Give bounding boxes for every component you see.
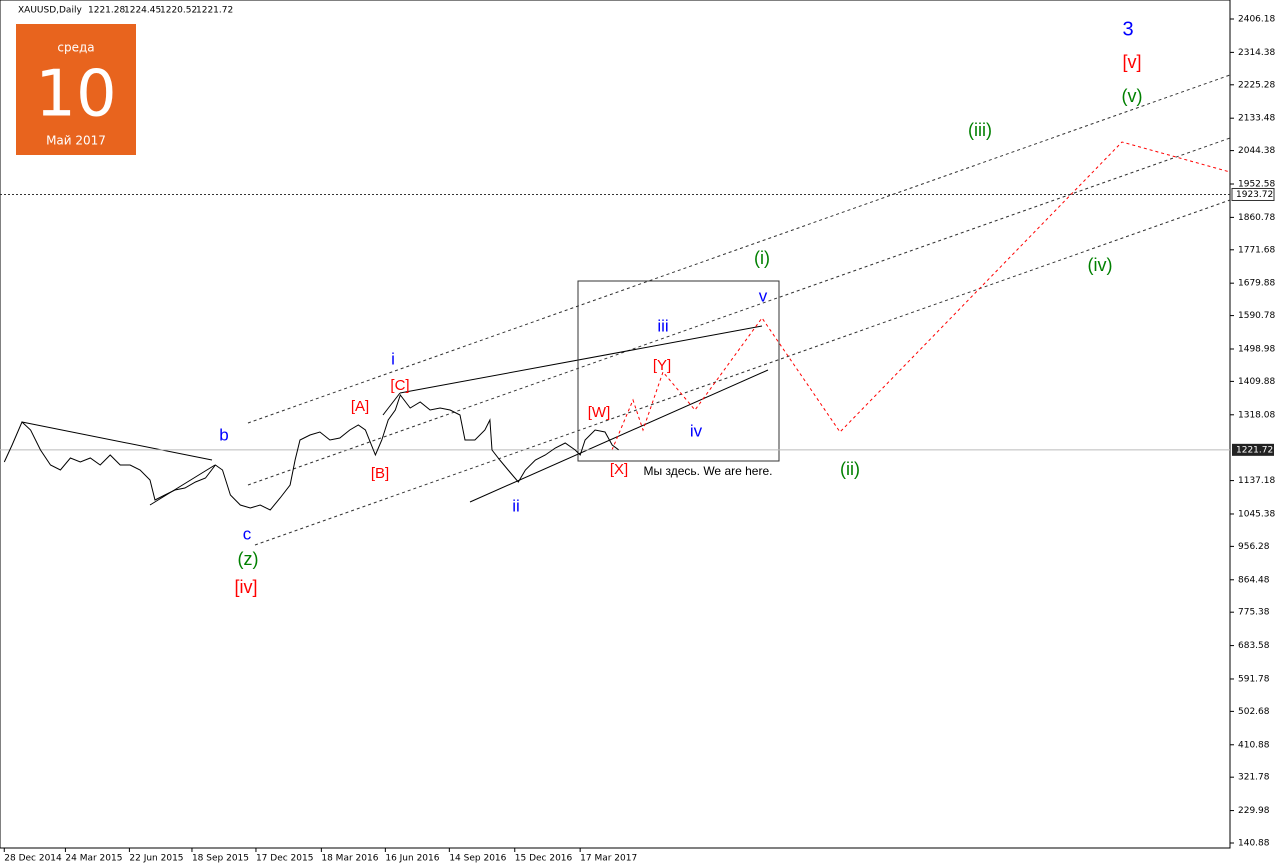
wave-label: [A] [351, 398, 369, 415]
ohlc-value: 1224.45 [124, 6, 161, 16]
wave-label: b [219, 425, 228, 444]
y-tick-label: 1952.58 [1238, 179, 1275, 189]
y-tick-label: 1318.08 [1238, 410, 1275, 420]
y-tick-label: 1771.68 [1238, 245, 1275, 255]
wave-label: c [243, 524, 252, 543]
x-tick-label: 15 Dec 2016 [515, 854, 573, 864]
wave-label: (iii) [968, 120, 992, 140]
wave-label: (i) [754, 248, 770, 268]
y-tick-label: 864.48 [1238, 575, 1270, 585]
y-tick-label: 321.78 [1238, 773, 1270, 783]
y-tick-label: 1045.38 [1238, 509, 1275, 519]
wave-label: ii [512, 496, 520, 515]
plot-frame [0, 0, 1231, 849]
y-tick-label: 2133.48 [1238, 114, 1275, 124]
wave-label: (v) [1122, 86, 1143, 106]
wave-label: [C] [390, 377, 409, 394]
price-series [3, 393, 619, 511]
calendar-month: Май 2017 [46, 134, 106, 148]
wave-label: (z) [238, 549, 259, 569]
calendar-weekday: среда [57, 41, 94, 55]
x-tick-label: 14 Sep 2016 [449, 854, 506, 864]
trend-line [149, 464, 216, 506]
wave-label: i [391, 349, 395, 368]
y-tick-label: 2225.28 [1238, 80, 1275, 90]
wave-label: iv [690, 421, 703, 440]
wave-label: iii [657, 316, 668, 335]
y-tick-label: 1679.88 [1238, 279, 1275, 289]
y-tick-label: 775.38 [1238, 608, 1270, 618]
x-tick-label: 24 Mar 2015 [65, 854, 122, 864]
symbol: XAUUSD,Daily [18, 6, 82, 16]
wave-label: [Y] [653, 357, 671, 374]
y-tick-label: 2314.38 [1238, 48, 1275, 58]
wave-label: [v] [1122, 52, 1141, 72]
y-tick-label: 2406.18 [1238, 14, 1275, 24]
wave-label: [W] [588, 404, 611, 421]
x-tick-label: 28 Dec 2014 [4, 854, 62, 864]
wave-label: 3 [1122, 18, 1133, 40]
x-tick-label: 17 Dec 2015 [256, 854, 313, 864]
wave-label: v [759, 286, 768, 305]
y-tick-label: 683.58 [1238, 641, 1270, 651]
wave-label: (ii) [840, 459, 860, 479]
wave-label: [X] [610, 461, 628, 478]
x-tick-label: 17 Mar 2017 [580, 854, 637, 864]
calendar-day: 10 [35, 58, 116, 132]
y-tick-label: 1409.88 [1238, 377, 1275, 387]
y-tick-label: 1590.78 [1238, 311, 1275, 321]
y-tick-label: 956.28 [1238, 542, 1270, 552]
x-tick-label: 16 Jun 2016 [385, 854, 439, 864]
ohlc-value: 1220.52 [160, 6, 197, 16]
channel-line [254, 199, 1231, 546]
wave-label: Мы здесь. We are here. [644, 464, 773, 478]
wave-label: [iv] [234, 577, 257, 597]
y-tick-label: 591.78 [1238, 674, 1270, 684]
y-tick-label: 2044.38 [1238, 146, 1275, 156]
wave-label: [B] [371, 465, 389, 482]
wave-label: (iv) [1088, 255, 1113, 275]
y-tick-label: 1498.98 [1238, 344, 1275, 354]
calendar [16, 24, 136, 155]
level-box [1231, 187, 1275, 201]
level-label: 1923.72 [1236, 190, 1273, 200]
ohlc-value: 1221.28 [88, 6, 125, 16]
x-tick-label: 18 Sep 2015 [192, 854, 249, 864]
y-tick-label: 502.68 [1238, 707, 1270, 717]
y-tick-label: 1137.18 [1238, 476, 1275, 486]
x-tick-label: 18 Mar 2016 [321, 854, 378, 864]
y-tick-label: 140.88 [1238, 838, 1270, 848]
y-tick-label: 1860.78 [1238, 213, 1275, 223]
y-tick-label: 410.88 [1238, 740, 1270, 750]
price-label: 1221.72 [1236, 445, 1273, 455]
trend-line [399, 325, 763, 394]
x-tick-label: 22 Jun 2015 [129, 854, 183, 864]
focus-box [577, 280, 780, 462]
price-box [1232, 443, 1274, 456]
trend-line [382, 392, 401, 416]
y-tick-label: 229.98 [1238, 806, 1270, 816]
ohlc-value: 1221.72 [196, 6, 233, 16]
trend-line [21, 421, 213, 461]
